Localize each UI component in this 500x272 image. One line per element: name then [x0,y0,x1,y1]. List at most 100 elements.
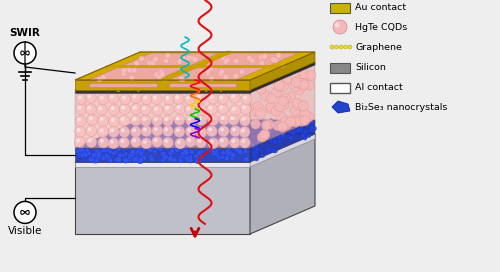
Polygon shape [168,68,264,80]
Circle shape [173,93,184,104]
Circle shape [195,157,201,164]
Circle shape [223,75,228,80]
Circle shape [348,45,352,49]
Circle shape [150,81,154,85]
Circle shape [211,133,215,137]
Circle shape [80,153,86,158]
Circle shape [228,114,239,125]
Circle shape [136,67,139,70]
Circle shape [278,100,288,110]
Circle shape [188,159,192,163]
Circle shape [180,154,184,158]
Circle shape [162,137,173,148]
Circle shape [177,157,182,161]
Circle shape [268,138,273,142]
Circle shape [236,146,242,152]
Circle shape [80,148,85,152]
Circle shape [219,69,224,75]
Circle shape [182,155,186,159]
Circle shape [271,106,281,116]
Text: Au contact: Au contact [355,2,406,11]
Circle shape [87,151,91,155]
Polygon shape [250,52,315,90]
Circle shape [147,75,151,79]
Circle shape [299,71,309,81]
Circle shape [173,62,176,65]
Circle shape [282,120,292,130]
Circle shape [163,58,169,64]
Circle shape [210,72,214,75]
Circle shape [220,155,226,160]
Circle shape [250,58,255,63]
Circle shape [210,95,214,99]
Circle shape [108,158,113,163]
Circle shape [267,70,270,74]
Circle shape [130,152,135,157]
Circle shape [140,115,151,126]
Circle shape [176,63,180,66]
Circle shape [220,106,224,109]
Circle shape [240,74,250,83]
Polygon shape [250,62,315,93]
Polygon shape [75,148,250,162]
Circle shape [175,95,179,99]
Circle shape [252,107,262,117]
Circle shape [162,135,166,140]
Circle shape [132,117,136,121]
Circle shape [244,146,248,150]
Circle shape [230,126,241,137]
Circle shape [205,69,210,74]
Circle shape [228,151,234,156]
Circle shape [98,82,102,86]
Circle shape [83,152,88,157]
Circle shape [259,134,263,138]
Circle shape [164,118,168,122]
Circle shape [208,93,218,104]
Circle shape [162,154,168,160]
Circle shape [240,135,244,140]
Circle shape [106,148,112,153]
Circle shape [116,88,120,92]
Circle shape [136,146,142,153]
Text: SWIR: SWIR [10,28,40,38]
Circle shape [278,66,287,75]
Circle shape [230,116,234,120]
Circle shape [228,119,232,123]
Circle shape [272,71,276,75]
Circle shape [178,129,182,133]
Circle shape [234,58,239,64]
Circle shape [164,94,174,105]
Circle shape [255,109,265,119]
Circle shape [300,109,310,119]
Circle shape [290,105,300,115]
Circle shape [290,61,294,64]
Text: Silicon: Silicon [355,63,386,72]
Circle shape [164,139,168,143]
Circle shape [233,73,238,79]
Circle shape [124,74,128,78]
Circle shape [196,127,207,138]
Circle shape [276,120,280,125]
Circle shape [254,157,259,161]
Circle shape [220,138,224,143]
Circle shape [232,107,235,111]
Circle shape [98,115,108,126]
Circle shape [272,138,276,143]
Circle shape [100,117,103,121]
Circle shape [210,150,216,156]
Circle shape [110,81,119,90]
Circle shape [174,144,178,148]
Circle shape [288,62,298,71]
Circle shape [196,105,207,116]
Circle shape [136,150,140,154]
Circle shape [294,85,304,95]
Circle shape [212,79,221,88]
Circle shape [206,126,217,137]
Circle shape [192,57,198,62]
Circle shape [129,83,138,92]
Circle shape [186,115,196,126]
Circle shape [79,151,84,156]
Circle shape [296,65,300,69]
Circle shape [232,139,235,143]
Circle shape [268,130,272,134]
